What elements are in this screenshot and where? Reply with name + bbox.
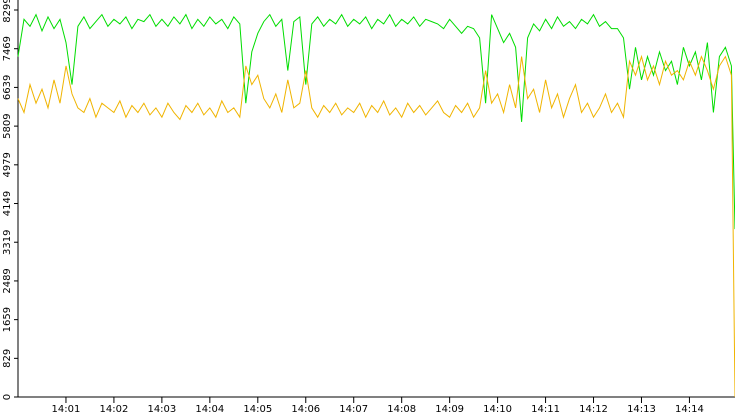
- y-tick-label: 3319: [2, 230, 13, 255]
- x-tick-label: 14:09: [435, 404, 464, 415]
- x-tick-label: 14:02: [100, 404, 129, 415]
- x-tick-label: 14:05: [243, 404, 272, 415]
- y-tick-label: 4149: [2, 191, 13, 216]
- y-tick-label: 829: [2, 349, 13, 368]
- y-tick-label: 5809: [2, 113, 13, 138]
- x-tick-label: 14:10: [483, 404, 512, 415]
- y-tick-label: 7469: [2, 36, 13, 61]
- x-tick-label: 14:12: [579, 404, 608, 415]
- x-tick-label: 14:07: [339, 404, 368, 415]
- x-tick-label: 14:01: [52, 404, 81, 415]
- y-tick-label: 1659: [2, 307, 13, 332]
- series-line: [17, 13, 735, 230]
- y-tick-label: 0: [2, 394, 13, 400]
- x-tick-label: 14:11: [531, 404, 560, 415]
- series-line: [17, 54, 735, 398]
- y-tick-label: 8299: [2, 0, 13, 23]
- x-tick-label: 14:14: [675, 404, 704, 415]
- x-tick-label: 14:04: [195, 404, 224, 415]
- x-tick-label: 14:08: [387, 404, 416, 415]
- y-tick-label: 2489: [2, 268, 13, 293]
- x-tick-label: 14:03: [147, 404, 176, 415]
- y-tick-label: 6639: [2, 75, 13, 100]
- x-tick-label: 14:13: [627, 404, 656, 415]
- x-tick-label: 14:06: [291, 404, 320, 415]
- y-tick-label: 4979: [2, 152, 13, 177]
